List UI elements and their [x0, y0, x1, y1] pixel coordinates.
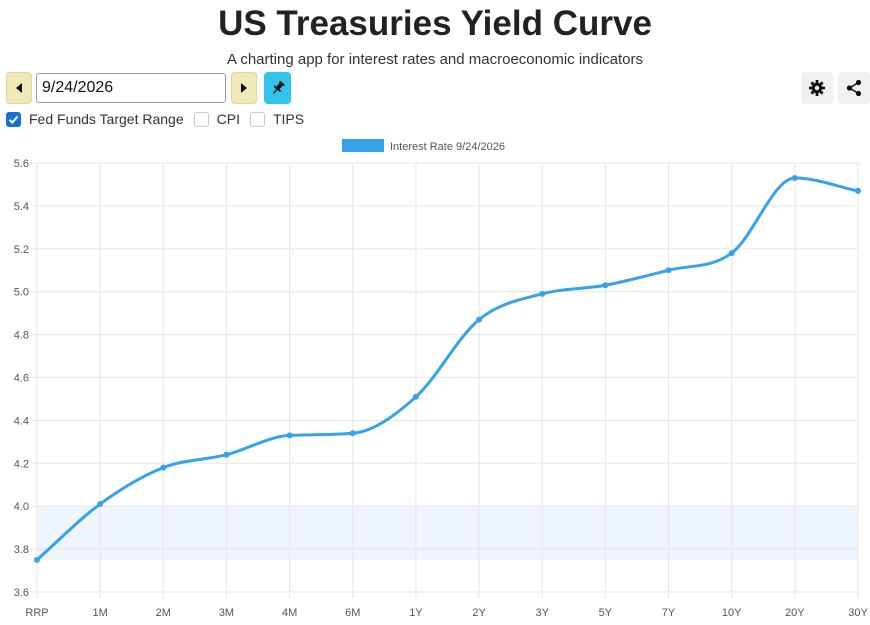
triangle-right-icon: [241, 83, 247, 93]
x-tick-label: RRP: [25, 607, 48, 619]
y-tick-label: 5.6: [14, 158, 29, 170]
tips-checkbox[interactable]: [249, 111, 265, 127]
tips-label: TIPS: [272, 111, 305, 127]
fed-funds-band: [37, 506, 858, 560]
x-tick-label: 4M: [282, 607, 297, 619]
next-date-button[interactable]: [231, 72, 257, 104]
fed-funds-checkbox[interactable]: [6, 111, 21, 127]
y-tick-label: 5.4: [14, 201, 29, 213]
data-point: [97, 501, 104, 508]
y-tick-label: 3.8: [14, 544, 29, 556]
x-tick-label: 10Y: [722, 607, 742, 619]
y-tick-label: 4.4: [14, 415, 29, 427]
x-tick-label: 1M: [93, 607, 108, 619]
triangle-left-icon: [16, 83, 22, 93]
data-point: [791, 175, 798, 182]
indicator-toggles: Fed Funds Target Range CPI TIPS: [6, 109, 314, 129]
data-point: [665, 267, 672, 274]
cpi-checkbox[interactable]: [193, 111, 209, 127]
x-tick-label: 2Y: [472, 607, 486, 619]
gear-icon: [809, 80, 825, 96]
x-tick-label: 20Y: [785, 607, 805, 619]
x-tick-label: 3M: [219, 607, 234, 619]
data-point: [602, 282, 609, 289]
data-point: [855, 187, 861, 194]
x-tick-label: 3Y: [535, 607, 549, 619]
checkmark-icon: [8, 115, 19, 124]
share-button[interactable]: [838, 72, 870, 104]
x-tick-label: 30Y: [848, 607, 868, 619]
fed-funds-label: Fed Funds Target Range: [29, 111, 184, 127]
app-title: US Treasuries Yield Curve: [218, 4, 652, 43]
pin-button[interactable]: [264, 72, 291, 104]
y-tick-label: 4.6: [14, 373, 29, 385]
share-icon: [846, 79, 862, 97]
data-point: [728, 250, 735, 257]
y-tick-label: 5.0: [14, 287, 29, 299]
data-point: [160, 464, 167, 471]
yield-curve-chart: 3.6 3.8 4.0 4.2 4.4 4.6 4.8 5.0 5.2 5.4 5.6 RRP 1M 2M…: [14, 139, 868, 619]
x-tick-label: 1Y: [409, 607, 423, 619]
x-tick-label: 5Y: [599, 607, 613, 619]
date-input[interactable]: [36, 73, 226, 103]
x-tick-label: 2M: [156, 607, 171, 619]
data-point: [286, 432, 293, 439]
data-point: [349, 430, 356, 437]
pin-icon: [272, 80, 285, 94]
y-tick-label: 4.2: [14, 458, 29, 470]
data-point: [476, 316, 483, 323]
y-tick-label: 4.8: [14, 330, 29, 342]
data-point: [223, 451, 230, 458]
data-point: [34, 556, 40, 563]
data-point: [539, 290, 546, 297]
previous-date-button[interactable]: [6, 72, 32, 104]
y-tick-label: 3.6: [14, 587, 29, 599]
legend-label: Interest Rate 9/24/2026: [390, 141, 505, 153]
cpi-label: CPI: [216, 111, 240, 127]
y-tick-label: 4.0: [14, 501, 29, 513]
data-point: [412, 393, 419, 400]
series-line: [36, 176, 859, 561]
x-tick-label: 7Y: [662, 607, 676, 619]
y-tick-label: 5.2: [14, 244, 29, 256]
app-subtitle: A charting app for interest rates and ma…: [226, 51, 644, 68]
settings-button[interactable]: [801, 72, 833, 104]
legend-swatch: [342, 139, 384, 152]
x-tick-label: 6M: [345, 607, 360, 619]
